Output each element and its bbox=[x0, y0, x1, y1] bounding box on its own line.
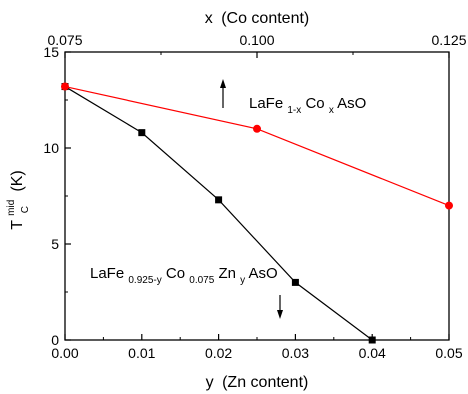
series-label-zn: LaFe 0.925-y Co 0.075 Zn y AsO bbox=[90, 265, 278, 287]
series-label-co: LaFe 1-x Co x AsO bbox=[249, 95, 366, 117]
series-layer bbox=[61, 82, 453, 344]
y-tick-label: 0 bbox=[51, 332, 59, 348]
arrow-down bbox=[277, 295, 283, 319]
x-tick-label: 0.01 bbox=[128, 345, 155, 361]
top-tick-label: 0.075 bbox=[47, 32, 82, 48]
y-tick-label: 15 bbox=[43, 44, 59, 60]
x-axis-title: y (Zn content) bbox=[206, 374, 309, 391]
x-tick-label: 0.05 bbox=[435, 345, 462, 361]
data-point bbox=[445, 201, 453, 210]
x-tick-label: 0.02 bbox=[205, 345, 232, 361]
series-line-0 bbox=[64, 86, 373, 341]
left-axis: 0 5 10 15 bbox=[43, 44, 71, 348]
y-tick-label: 10 bbox=[43, 140, 59, 156]
data-point bbox=[138, 129, 146, 137]
y-axis-title: T mid C (K) bbox=[1, 170, 32, 230]
arrow-up bbox=[220, 79, 226, 108]
top-axis-title: x (Co content) bbox=[205, 10, 310, 27]
data-point bbox=[215, 196, 223, 204]
y-tick-label: 5 bbox=[51, 236, 59, 252]
data-point bbox=[368, 336, 376, 344]
x-tick-label: 0.04 bbox=[359, 345, 386, 361]
x-tick-label: 0.03 bbox=[282, 345, 309, 361]
top-tick-label: 0.125 bbox=[431, 32, 466, 48]
data-point bbox=[253, 124, 261, 133]
x-tick-label: 0.00 bbox=[51, 345, 78, 361]
data-point bbox=[61, 82, 69, 91]
data-point bbox=[291, 278, 299, 286]
top-axis: 0.075 0.100 0.125 bbox=[47, 32, 467, 58]
top-tick-label: 0.100 bbox=[239, 32, 274, 48]
bottom-axis: 0.00 0.01 0.02 0.03 0.04 0.05 bbox=[51, 334, 463, 361]
